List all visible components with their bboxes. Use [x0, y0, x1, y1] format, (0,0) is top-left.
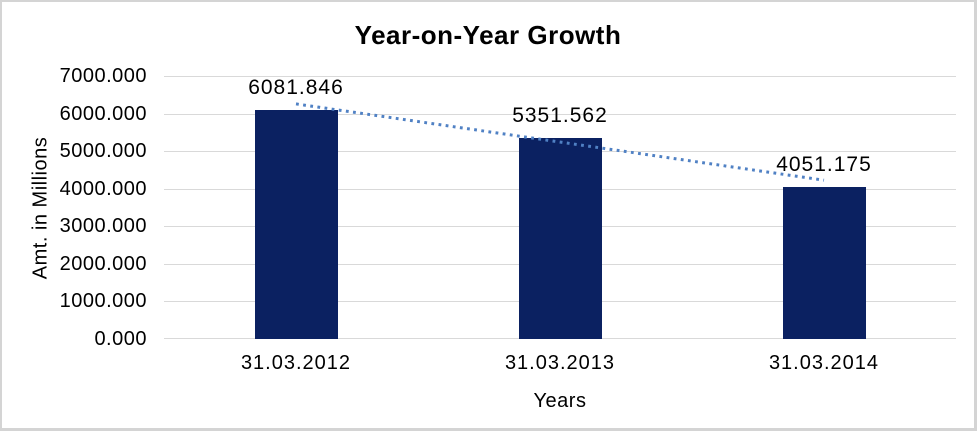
y-tick-label: 6000.000	[59, 102, 147, 125]
bar-31.03.2012	[255, 110, 338, 339]
x-tick-label: 31.03.2013	[504, 352, 616, 374]
gridline	[164, 76, 956, 77]
plot-area: 6081.846 5351.562 4051.175	[164, 76, 956, 339]
y-tick-label: 0.000	[94, 328, 147, 350]
bar-value-label: 4051.175	[776, 153, 872, 176]
bar-value-label: 5351.562	[512, 104, 608, 127]
trendline-segment	[295, 102, 825, 182]
chart-title: Year-on-Year Growth	[354, 20, 622, 50]
y-tick-label: 2000.000	[59, 252, 147, 275]
y-tick-label: 1000.000	[59, 290, 147, 313]
y-tick-label: 4000.000	[59, 177, 147, 200]
trendline	[295, 102, 825, 182]
bar-value-label: 6081.846	[248, 76, 344, 99]
x-axis-title: Years	[533, 390, 587, 412]
bar-31.03.2013	[519, 138, 602, 339]
y-tick-label: 7000.000	[59, 65, 147, 87]
x-tick-label: 31.03.2012	[240, 352, 352, 374]
bar-31.03.2014	[783, 187, 866, 339]
x-tick-label: 31.03.2014	[768, 352, 880, 374]
y-tick-label: 5000.000	[59, 140, 147, 163]
gridline	[164, 114, 956, 115]
y-tick-label: 3000.000	[59, 215, 147, 238]
